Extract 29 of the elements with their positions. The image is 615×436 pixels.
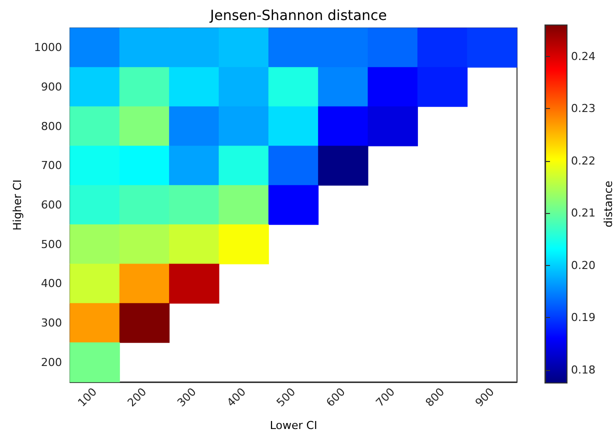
x-tick-label: 600 — [324, 385, 348, 410]
y-tick-label: 200 — [41, 356, 62, 369]
y-axis-title: Higher CI — [11, 180, 24, 230]
x-tick-label: 200 — [125, 385, 150, 410]
x-tick-label: 400 — [224, 385, 248, 410]
x-tick-label: 900 — [472, 385, 497, 410]
color-bar-label: 0.22 — [571, 154, 596, 168]
y-tick-label: 900 — [41, 80, 62, 94]
color-bar-label: 0.20 — [571, 258, 596, 272]
x-tick-label: 500 — [274, 385, 298, 410]
color-bar-label: 0.21 — [571, 206, 596, 220]
x-tick-label: 100 — [75, 385, 100, 410]
y-tick-label: 500 — [41, 238, 62, 251]
y-tick-label: 1000 — [34, 41, 62, 54]
y-tick-label: 400 — [41, 277, 62, 290]
color-bar-label: 0.18 — [571, 363, 596, 376]
x-axis-title: Lower CI — [270, 419, 318, 432]
color-bar-title: distance — [602, 180, 615, 228]
x-tick-label: 700 — [373, 385, 398, 410]
y-tick-label: 300 — [41, 316, 62, 330]
y-tick-label: 600 — [41, 198, 62, 212]
color-bar-label: 0.24 — [571, 50, 596, 63]
color-bar-label: 0.19 — [571, 311, 596, 324]
color-bar-label: 0.23 — [571, 102, 596, 116]
chart-title: Jensen-Shannon distance — [209, 8, 387, 24]
x-tick-label: 800 — [423, 385, 448, 410]
y-tick-label: 800 — [41, 120, 62, 133]
x-tick-label: 300 — [174, 385, 199, 410]
y-tick-label: 700 — [41, 159, 62, 172]
